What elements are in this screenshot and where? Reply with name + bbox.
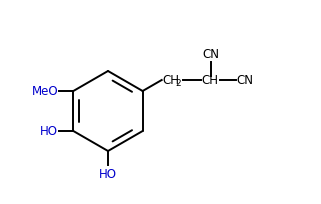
Text: CH: CH (202, 74, 219, 87)
Text: HO: HO (40, 125, 58, 138)
Text: CH: CH (163, 74, 180, 87)
Text: CN: CN (237, 74, 254, 87)
Text: CN: CN (202, 48, 219, 61)
Text: 2: 2 (176, 79, 181, 88)
Text: HO: HO (99, 167, 117, 180)
Text: MeO: MeO (32, 85, 58, 98)
